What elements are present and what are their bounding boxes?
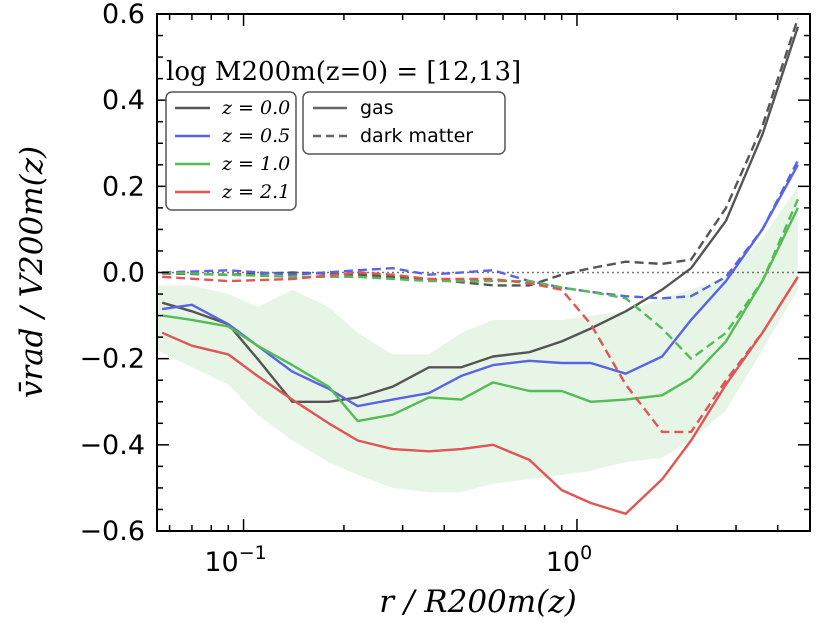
tick-labels-layer: 0.6 0.4 0.2 0.0 −0.2 −0.4 −0.6 10−1 100 [79,0,592,578]
series-layer [161,17,800,515]
x-tick-label: 10−1 [204,542,266,578]
legend-layer: log M200m(z=0) = [12,13] z = 0.0z = 0.5z… [165,57,521,211]
y-tick-label: −0.2 [79,344,145,375]
ticks-layer [157,13,811,532]
redshift-legend-box [165,91,297,211]
x-axis-title: r / R200m(z) [379,584,576,620]
legend-label: z = 1.0 [221,153,290,175]
series-line-z-1-0-dark-matter [162,198,800,360]
series-line-z-0-0-dark-matter [162,17,800,287]
legend-style-label: dark matter [360,125,473,147]
legend-label: z = 0.5 [221,125,290,147]
y-tick-label: 0.4 [102,85,145,116]
y-tick-label: 0.2 [102,171,145,202]
legend-label: z = 0.0 [221,97,290,119]
legend-label: z = 2.1 [221,181,290,203]
style-legend-box [302,91,506,155]
legend-style-label: gas [360,97,394,119]
series-line-z-0-0-gas [161,26,800,403]
series-line-z-2-1-dark-matter [162,271,799,434]
y-tick-label: −0.4 [79,430,145,461]
y-tick-label: −0.6 [79,516,145,547]
series-line-z-1-0-gas [162,207,799,423]
y-tick-label: 0.6 [102,0,145,30]
y-tick-label: 0.0 [102,258,145,289]
redshift-legend: z = 0.0 z = 0.5 z = 1.0 z = 2.1 [175,97,290,203]
mass-bin-annotation: log M200m(z=0) = [12,13] [166,57,521,87]
series-line-z-2-1-gas [161,276,799,515]
y-axis-title: v̄rad / V200m(z) [14,146,50,398]
x-tick-label: 100 [546,542,592,578]
style-legend: gas dark matter [313,97,473,147]
